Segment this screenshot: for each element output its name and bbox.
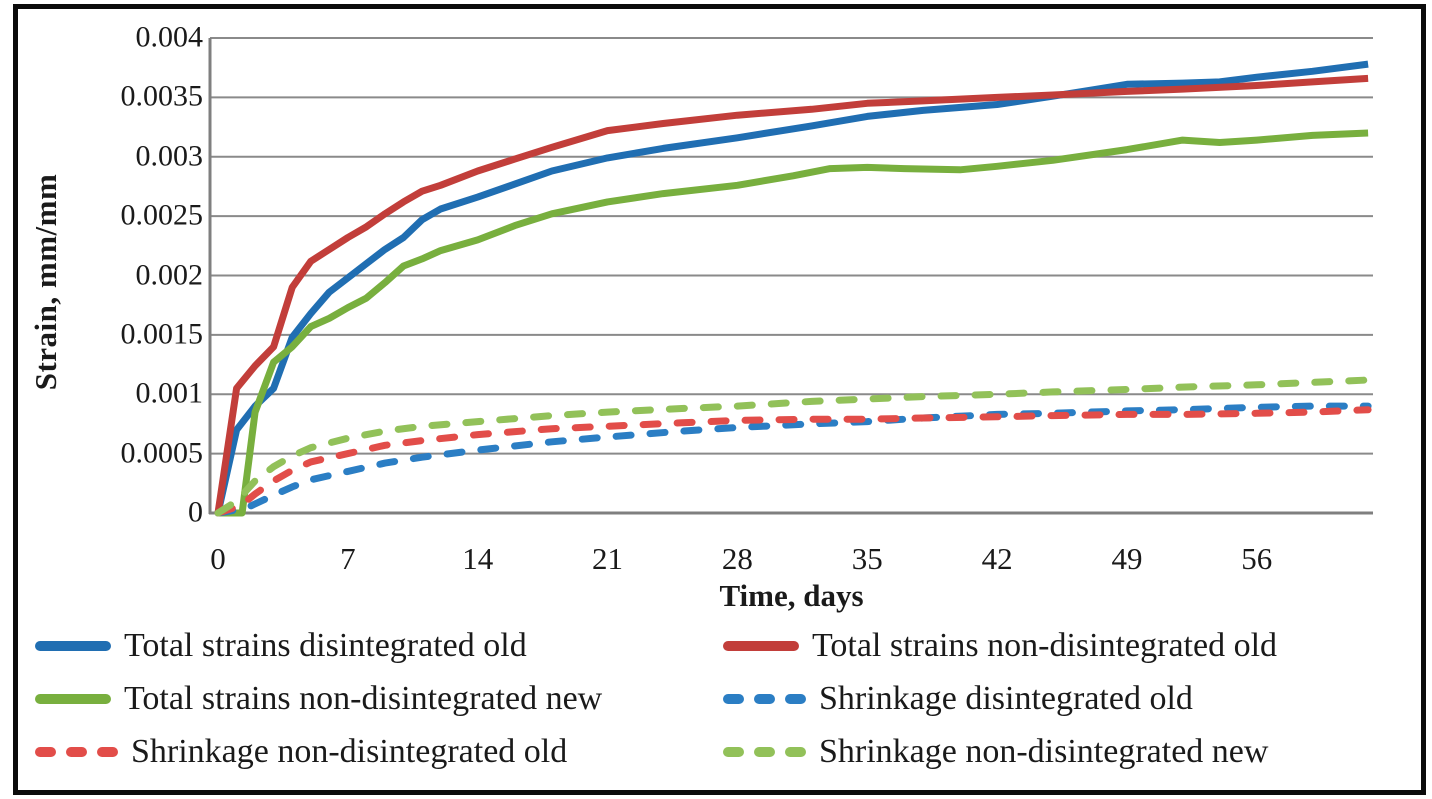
y-axis-title: Strain, mm/mm	[28, 173, 63, 391]
series-line-2	[218, 129, 1369, 517]
swatch-bar	[35, 746, 56, 757]
legend-label: Total strains disintegrated old	[124, 626, 527, 664]
series-line-1	[214, 74, 1369, 514]
swatch-bar	[754, 746, 775, 757]
y-tick-label: 0.0005	[120, 435, 204, 469]
y-tick-label: 0.002	[135, 257, 204, 291]
swatch-bar	[97, 746, 118, 757]
y-tick-label: 0.003	[135, 139, 204, 173]
dashed-line-swatch-icon	[723, 746, 806, 757]
legend-label: Shrinkage non-disintegrated old	[131, 732, 568, 770]
y-tick-label: 0.004	[135, 20, 204, 54]
y-tick-label: 0.0015	[120, 317, 204, 351]
y-axis-tick-labels: 0 0.0005 0.001 0.0015 0.002 0.0025 0.003 0.0035…	[0, 0, 204, 600]
y-tick-label: 0.0025	[120, 198, 204, 232]
series-line-4	[214, 406, 1372, 517]
swatch-bar	[723, 693, 744, 704]
swatch-bar	[723, 746, 744, 757]
series-line-3	[214, 402, 1372, 517]
swatch-bar	[66, 746, 87, 757]
swatch-bar	[754, 693, 775, 704]
series-line-5	[214, 376, 1372, 517]
dashed-line-swatch-icon	[723, 693, 806, 704]
y-tick-label: 0.001	[135, 376, 204, 410]
legend-label: Shrinkage non-disintegrated new	[819, 732, 1269, 770]
x-tick-label: 21	[592, 541, 624, 576]
legend-label: Total strains non-disintegrated old	[812, 626, 1278, 664]
series-line-0	[214, 60, 1369, 514]
swatch-bar	[35, 693, 111, 704]
legend: Total strains disintegrated old Total str…	[35, 619, 1405, 778]
legend-label: Shrinkage disintegrated old	[819, 679, 1193, 717]
solid-line-swatch-icon	[723, 640, 799, 651]
swatch-bar	[35, 640, 111, 651]
swatch-bar	[785, 693, 806, 704]
legend-item-2: Total strains non-disintegrated new	[35, 672, 723, 725]
x-tick-label: 7	[340, 541, 356, 576]
solid-line-swatch-icon	[35, 693, 111, 704]
x-tick-label: 28	[721, 541, 753, 576]
dashed-line-swatch-icon	[35, 746, 118, 757]
legend-item-5: Shrinkage non-disintegrated new	[723, 725, 1405, 778]
x-tick-label: 35	[851, 541, 883, 576]
legend-item-1: Total strains non-disintegrated old	[723, 619, 1405, 672]
legend-item-4: Shrinkage non-disintegrated old	[35, 725, 723, 778]
y-tick-label: 0.0035	[120, 79, 204, 113]
solid-line-swatch-icon	[35, 640, 111, 651]
x-axis-tick-labels: 0 7 14 21 28 35 42 49 56	[0, 0, 1432, 576]
legend-label: Total strains non-disintegrated new	[124, 679, 603, 717]
legend-item-3: Shrinkage disintegrated old	[723, 672, 1405, 725]
swatch-bar	[723, 640, 799, 651]
x-tick-label: 42	[981, 541, 1013, 576]
y-tick-label: 0	[188, 495, 203, 529]
legend-item-0: Total strains disintegrated old	[35, 619, 723, 672]
x-tick-label: 56	[1241, 541, 1273, 576]
x-tick-label: 14	[462, 541, 494, 576]
x-axis-title: Time, days	[719, 578, 864, 613]
x-tick-label: 49	[1111, 541, 1143, 576]
swatch-bar	[785, 746, 806, 757]
x-tick-label: 0	[210, 541, 226, 576]
